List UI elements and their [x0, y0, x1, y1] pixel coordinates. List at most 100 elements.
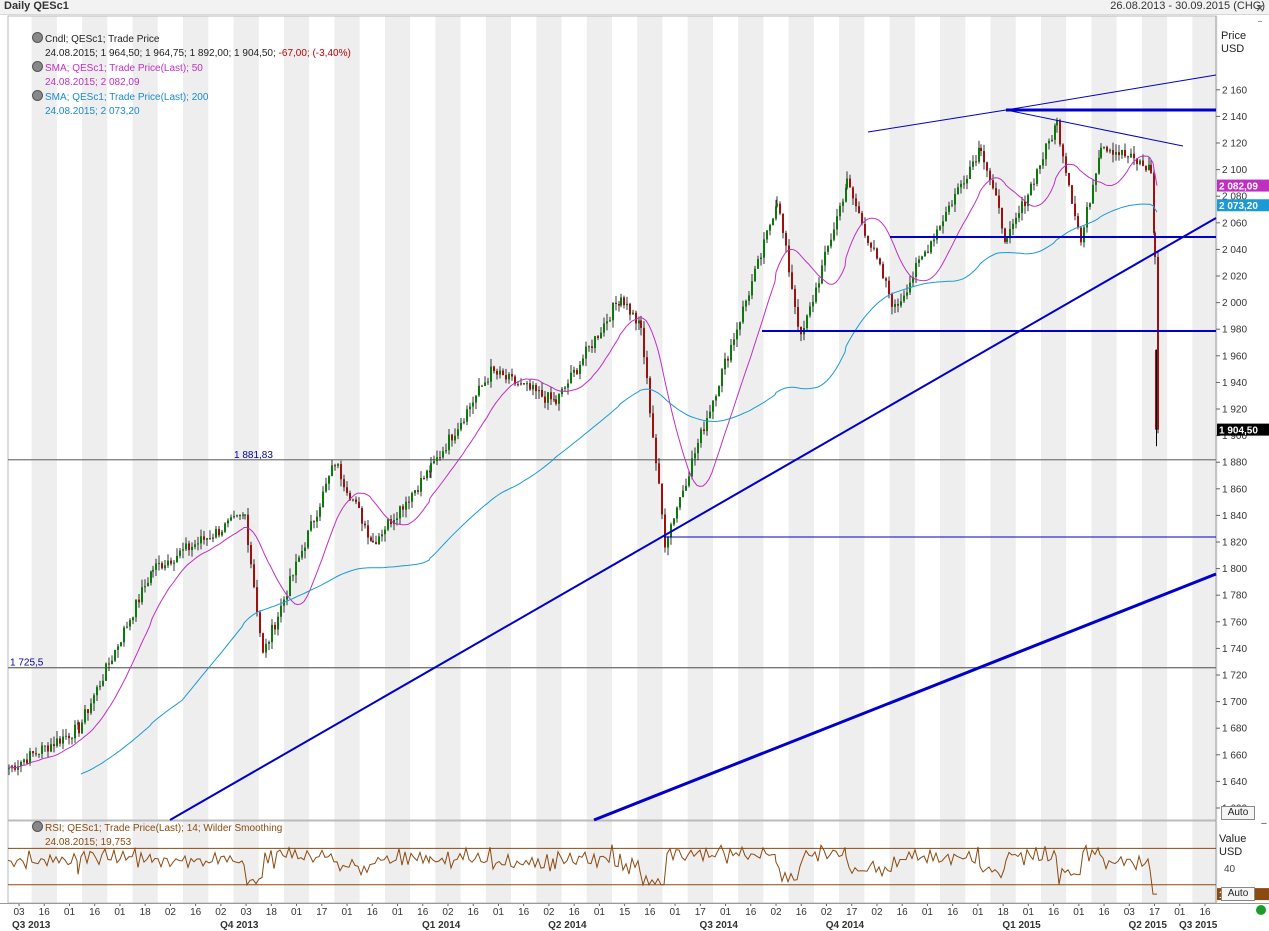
candle-body	[65, 735, 67, 737]
candle-body	[544, 396, 546, 403]
legend-sma50: SMA; QESc1; Trade Price(Last); 50	[32, 61, 351, 76]
candle-body	[445, 450, 447, 452]
candle-body	[1074, 203, 1076, 217]
candle-body	[247, 514, 249, 546]
trendline	[1005, 109, 1184, 147]
candle-body	[751, 281, 753, 296]
y-tick-label: 1 680	[1222, 724, 1247, 735]
candle-body	[224, 523, 226, 532]
candle-body	[325, 483, 327, 492]
y-tick-label: 1 860	[1222, 484, 1247, 495]
x-quarter-label: Q3 2014	[700, 920, 739, 931]
candle-body	[888, 280, 890, 295]
candle-body	[93, 695, 95, 704]
x-tick-label: 16	[569, 907, 581, 918]
candle-body	[933, 239, 935, 242]
candle-body	[242, 514, 244, 516]
candle-body	[736, 329, 738, 340]
candle-body	[256, 587, 258, 613]
y-tick-label: 1 660	[1222, 750, 1247, 761]
candle-body	[381, 534, 383, 537]
candle-body	[301, 551, 303, 558]
candle-body	[274, 624, 276, 630]
candle-body	[1133, 153, 1135, 159]
candle-body	[78, 722, 80, 734]
candle-body	[582, 358, 584, 365]
rsi-axis-header: Value USD	[1219, 833, 1246, 859]
candle-body	[514, 376, 516, 385]
price-axis-unit: USD	[1221, 43, 1245, 55]
candle-body	[709, 411, 711, 419]
grid-band	[738, 16, 764, 820]
legend-candle-label: Cndl; QESc1; Trade Price	[45, 34, 160, 45]
candle-body	[983, 150, 985, 163]
sma200-axis-marker: 2 073,20	[1219, 201, 1258, 212]
grid-band	[183, 821, 209, 903]
candle-body	[298, 557, 300, 562]
price-axis-header: Price USD	[1221, 30, 1246, 56]
candle-body	[721, 369, 723, 387]
grid-band	[1192, 821, 1218, 903]
candle-body	[1006, 238, 1008, 242]
legend-candle-ohlc: 1 964,50; 1 964,75; 1 892,00; 1 904,50;	[100, 48, 276, 59]
y-tick-label: 1 920	[1222, 405, 1247, 416]
candle-body	[535, 385, 537, 392]
x-tick-label: 01	[670, 907, 682, 918]
rsi-line	[7, 843, 1157, 895]
candle-body	[915, 262, 917, 278]
rsi-auto-button[interactable]: Auto	[1221, 887, 1255, 901]
candle-body	[244, 514, 246, 516]
candle-body	[855, 198, 857, 207]
close-icon[interactable]: ✕	[1255, 3, 1265, 15]
candle-body	[1027, 195, 1029, 207]
candle-body	[8, 768, 10, 770]
series-toggle-icon[interactable]	[32, 61, 43, 72]
x-quarter-label: Q4 2013	[220, 920, 259, 931]
candle-body	[433, 461, 435, 464]
candle-body	[268, 642, 270, 644]
candle-body	[496, 371, 498, 375]
candle-body	[50, 744, 52, 752]
candle-body	[478, 385, 480, 396]
candle-body	[782, 213, 784, 233]
y-tick-label: 2 080	[1222, 192, 1247, 203]
candle-body	[463, 421, 465, 423]
candle-body	[591, 346, 593, 349]
candle-body	[969, 166, 971, 179]
candle-body	[84, 709, 86, 723]
candle-body	[508, 374, 510, 380]
candle-body	[541, 389, 543, 397]
candle-body	[387, 519, 389, 530]
collapse-panel-icon[interactable]: −	[1257, 17, 1263, 26]
y-tick-label: 1 720	[1222, 671, 1247, 682]
candle-body	[135, 599, 137, 618]
candle-body	[505, 375, 507, 380]
rsi-level-label: 40	[1224, 864, 1236, 875]
x-tick-label: 17	[316, 907, 328, 918]
candle-body	[203, 536, 205, 540]
price-auto-button[interactable]: Auto	[1221, 806, 1255, 820]
series-toggle-icon[interactable]	[32, 821, 43, 832]
candle-body	[372, 540, 374, 543]
candle-body	[688, 476, 690, 486]
candle-body	[667, 537, 669, 548]
candle-body	[992, 180, 994, 189]
candle-body	[375, 542, 377, 545]
candle-body	[155, 563, 157, 570]
y-tick-label: 2 000	[1222, 298, 1247, 309]
candle-body	[1036, 169, 1038, 184]
collapse-rsi-icon[interactable]: −	[1260, 818, 1268, 830]
candle-body	[942, 221, 944, 227]
grid-band	[31, 16, 57, 820]
series-toggle-icon[interactable]	[32, 90, 43, 101]
candle-body	[147, 582, 149, 587]
candle-body	[399, 506, 401, 519]
candle-body	[830, 239, 832, 247]
price-legend: Cndl; QESc1; Trade Price 24.08.2015; 1 9…	[32, 32, 351, 119]
candle-body	[176, 555, 178, 563]
time-axis-separator	[0, 903, 1269, 904]
candle-body	[393, 519, 395, 525]
candle-body	[620, 297, 622, 306]
series-toggle-icon[interactable]	[32, 32, 43, 43]
